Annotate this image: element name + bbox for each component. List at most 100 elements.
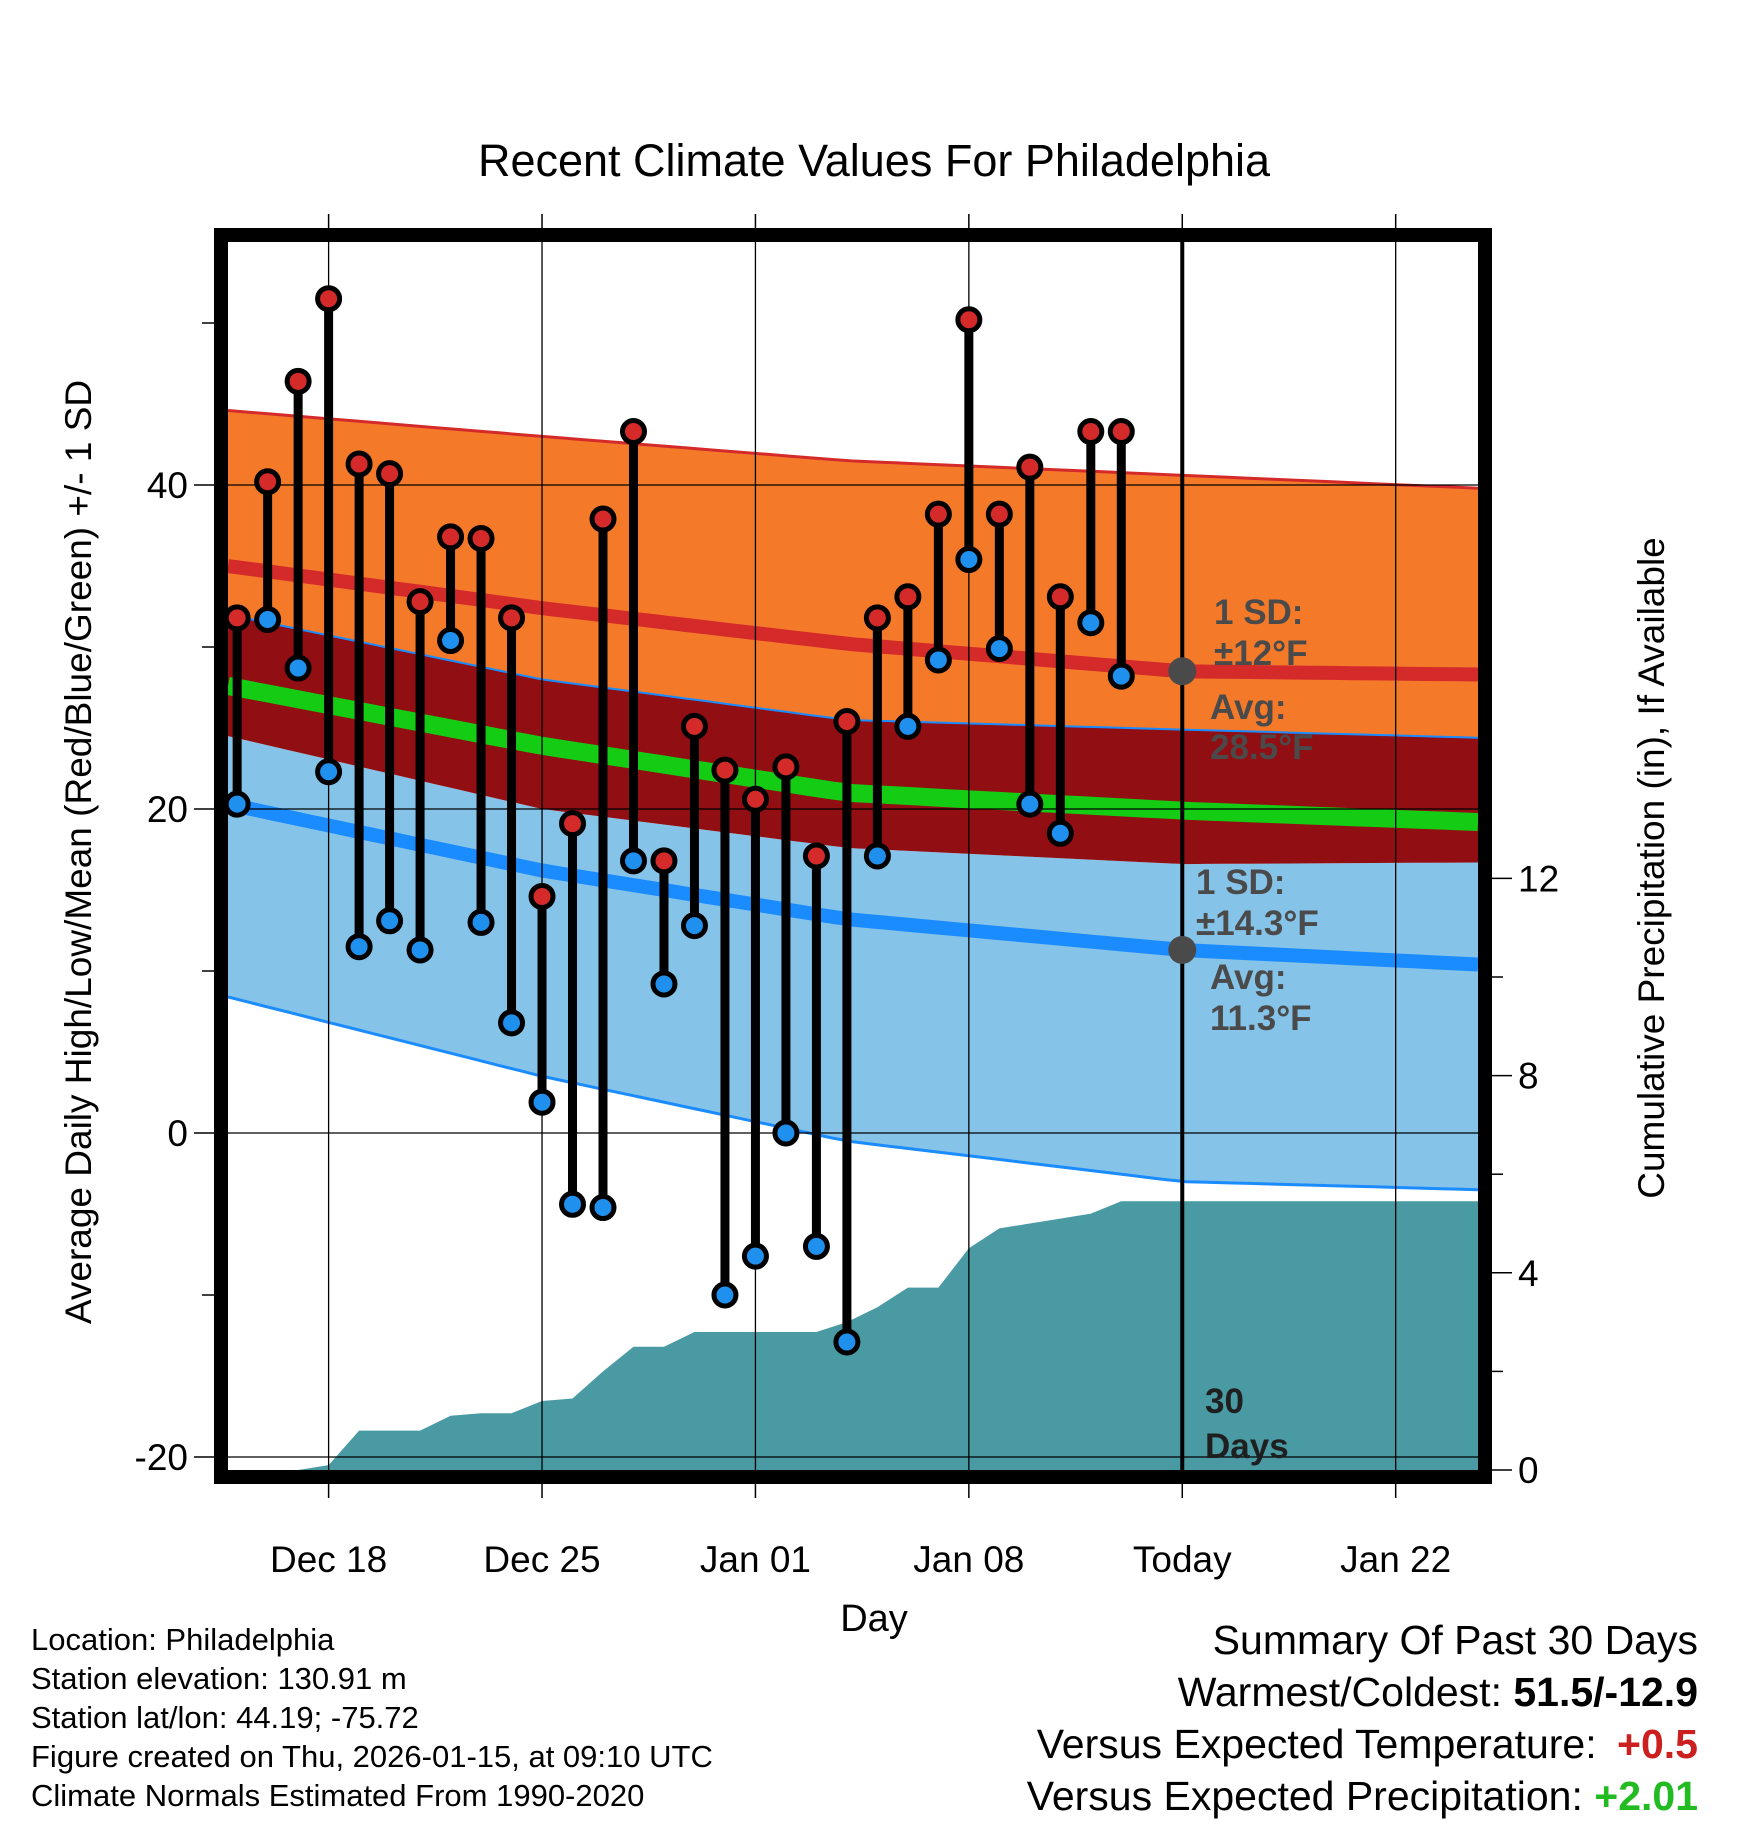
low-point	[254, 605, 282, 633]
warm-cold-value: 51.5/-12.9	[1513, 1669, 1698, 1715]
normal-mean-line	[228, 677, 1478, 831]
y2-tick-label: 8	[1518, 1056, 1539, 1097]
high-point	[1046, 583, 1074, 611]
low-point	[711, 1281, 739, 1309]
high-point	[772, 753, 800, 781]
low-point	[228, 790, 251, 818]
normal-high-line	[228, 559, 1478, 682]
created-text: Figure created on Thu, 2026-01-15, at 09…	[31, 1739, 713, 1774]
low-point	[406, 936, 434, 964]
low-point	[985, 635, 1013, 663]
summary-heading: Summary Of Past 30 Days	[1212, 1617, 1698, 1663]
high-point	[650, 847, 678, 875]
low-avg-title: Avg:	[1210, 958, 1286, 997]
temp-anomaly-row: Versus Expected Temperature: +0.5	[1027, 1718, 1698, 1770]
high-point	[711, 756, 739, 784]
high-point	[1016, 453, 1044, 481]
x-axis-label: Day	[840, 1598, 908, 1640]
y-tick-label: 0	[167, 1113, 188, 1154]
precip-anomaly-row: Versus Expected Precipitation: +2.01	[1027, 1770, 1698, 1822]
low-point	[619, 847, 647, 875]
low-point	[680, 912, 708, 940]
x-tick-label: Dec 25	[483, 1539, 600, 1580]
latlon-text: Station lat/lon: 44.19; -75.72	[31, 1700, 419, 1735]
low-point	[315, 758, 343, 786]
low-point	[863, 842, 891, 870]
high-point	[284, 367, 312, 395]
plot-frame	[214, 228, 1492, 1484]
high-point	[498, 604, 526, 632]
high-sd-band	[228, 410, 1478, 738]
high-avg-value: 28.5°F	[1210, 728, 1314, 767]
high-plus-sd-line	[228, 409, 1478, 490]
low-avg-value: 11.3°F	[1210, 999, 1312, 1038]
high-point	[863, 604, 891, 632]
x-tick-label: Jan 22	[1340, 1539, 1451, 1580]
high-point	[467, 524, 495, 552]
normals-period-text: Climate Normals Estimated From 1990-2020	[31, 1778, 645, 1813]
high-point	[985, 500, 1013, 528]
low-point	[376, 907, 404, 935]
precip-anomaly-value: +2.01	[1594, 1773, 1698, 1819]
y2-tick-label: 0	[1518, 1450, 1539, 1491]
high-point	[1107, 418, 1135, 446]
low-point	[1107, 662, 1135, 690]
low-point	[467, 908, 495, 936]
low-point	[528, 1088, 556, 1116]
high-sd-value: ±12°F	[1214, 634, 1308, 673]
low-point	[924, 646, 952, 674]
low-point	[741, 1242, 769, 1270]
low-point	[1077, 609, 1105, 637]
elevation-text: Station elevation: 130.91 m	[31, 1661, 407, 1696]
high-point	[228, 604, 251, 632]
high-point	[345, 450, 373, 478]
y-tick-label: 20	[147, 789, 188, 830]
low-point	[589, 1194, 617, 1222]
low-point	[772, 1119, 800, 1147]
y-tick-label: -20	[135, 1437, 188, 1478]
high-point	[741, 785, 769, 813]
high-point	[406, 588, 434, 616]
station-info: Location: Philadelphia Station elevation…	[31, 1620, 713, 1815]
days-word-label: Days	[1205, 1427, 1289, 1466]
x-tick-label: Jan 08	[913, 1539, 1024, 1580]
low-point	[1046, 819, 1074, 847]
high-point	[437, 523, 465, 551]
low-point	[650, 970, 678, 998]
high-point	[955, 306, 983, 334]
low-point	[833, 1328, 861, 1356]
low-sd-title: 1 SD:	[1196, 863, 1285, 902]
x-tick-label: Jan 01	[700, 1539, 811, 1580]
warm-cold-row: Warmest/Coldest: 51.5/-12.9	[1027, 1666, 1698, 1718]
high-point	[589, 505, 617, 533]
high-point	[619, 418, 647, 446]
high-point	[833, 708, 861, 736]
precip-anomaly-label: Versus Expected Precipitation:	[1026, 1773, 1595, 1819]
low-point	[498, 1009, 526, 1037]
high-point	[894, 583, 922, 611]
chart-title: Recent Climate Values For Philadelphia	[478, 135, 1271, 186]
low-sd-value: ±14.3°F	[1196, 904, 1319, 943]
y2-axis-label: Cumulative Precipitation (in), If Availa…	[1631, 537, 1672, 1199]
low-point	[345, 933, 373, 961]
warm-cold-label: Warmest/Coldest:	[1177, 1669, 1514, 1715]
high-avg-marker	[1168, 657, 1197, 686]
low-point	[802, 1232, 830, 1260]
y2-tick-label: 12	[1518, 858, 1559, 899]
y-tick-label: 40	[147, 465, 188, 506]
low-point	[894, 712, 922, 740]
low-point	[284, 654, 312, 682]
summary-panel: Summary Of Past 30 Days Warmest/Coldest:…	[1027, 1614, 1698, 1822]
low-minus-sd-line	[228, 995, 1478, 1192]
days-count-label: 30	[1205, 1382, 1244, 1421]
high-point	[1077, 418, 1105, 446]
low-point	[1016, 790, 1044, 818]
high-point	[254, 468, 282, 496]
high-point	[315, 285, 343, 313]
high-sd-title: 1 SD:	[1214, 593, 1303, 632]
y-axis-label: Average Daily High/Low/Mean (Red/Blue/Gr…	[58, 380, 99, 1324]
normal-low-line	[228, 797, 1478, 972]
high-point	[924, 500, 952, 528]
x-tick-label: Dec 18	[270, 1539, 387, 1580]
temp-anomaly-label: Versus Expected Temperature:	[1036, 1721, 1608, 1767]
